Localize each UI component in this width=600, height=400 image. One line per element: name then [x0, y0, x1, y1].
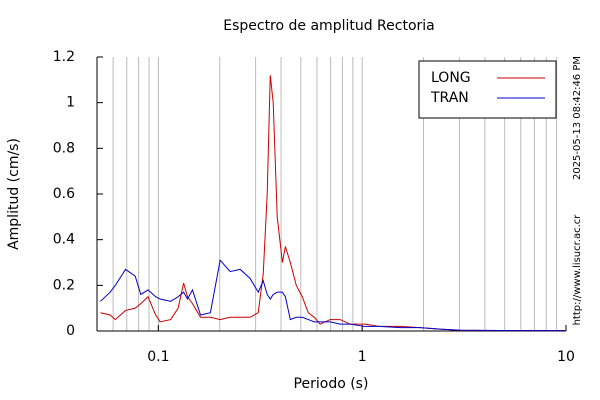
legend-label: TRAN — [430, 90, 469, 106]
legend-box — [418, 60, 557, 119]
x-tick-label: 0.1 — [147, 349, 169, 365]
data-line — [100, 75, 566, 332]
y-tick-label: 1.2 — [53, 49, 75, 65]
y-tick-label: 0.4 — [53, 232, 75, 248]
x-tick-label: 10 — [557, 349, 575, 365]
y-axis-label: Amplitud (cm/s) — [6, 138, 22, 250]
y-tick-label: 1 — [66, 95, 75, 111]
timestamp: 2025-05-13 08:42:46 PM — [572, 56, 583, 180]
y-tick-label: 0.6 — [53, 186, 75, 202]
y-tick-label: 0 — [66, 323, 75, 339]
chart-title: Espectro de amplitud Rectoria — [223, 18, 435, 34]
x-axis-label: Periodo (s) — [294, 376, 369, 392]
source-url: http://www.lisucr.ac.cr — [572, 214, 583, 326]
y-tick-label: 0.8 — [53, 140, 75, 156]
legend-label: LONG — [431, 70, 471, 86]
y-tick-label: 0.2 — [53, 277, 75, 293]
x-tick-label: 1 — [358, 349, 367, 365]
data-line — [100, 259, 567, 332]
